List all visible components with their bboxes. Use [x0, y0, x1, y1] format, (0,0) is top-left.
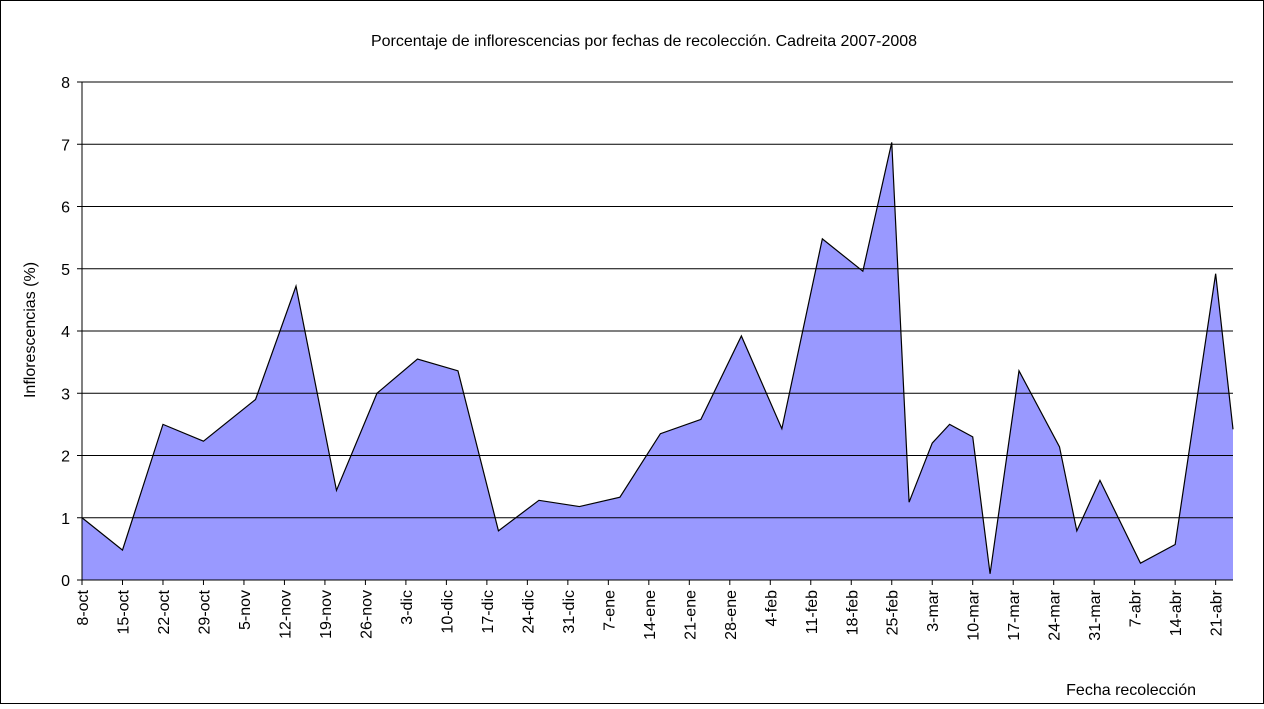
x-tick-label: 31-dic	[561, 590, 578, 634]
area-line	[81, 142, 1234, 574]
y-tick-label: 0	[61, 573, 70, 590]
y-tick-label: 1	[61, 511, 70, 528]
x-tick-label: 4-feb	[763, 590, 780, 627]
area-fill	[82, 142, 1233, 580]
x-tick-label: 24-dic	[520, 590, 537, 634]
x-tick-label: 14-abr	[1168, 589, 1185, 636]
x-tick-label: 5-nov	[237, 590, 254, 630]
y-tick-label: 6	[61, 200, 70, 217]
x-tick-label: 26-nov	[358, 590, 375, 639]
x-tick-label: 11-feb	[804, 590, 821, 634]
y-axis-title: Inflorescencias (%)	[22, 262, 39, 398]
x-tick-label: 8-oct	[75, 589, 92, 625]
x-tick-label: 25-feb	[885, 590, 902, 635]
y-tick-label: 4	[61, 324, 70, 341]
x-tick-label: 22-oct	[156, 589, 173, 634]
x-tick-label: 24-mar	[1047, 589, 1064, 640]
y-tick-label: 8	[61, 75, 70, 92]
x-tick-label: 21-abr	[1209, 589, 1226, 636]
x-tick-label: 10-dic	[439, 590, 456, 634]
chart-title: Porcentaje de inflorescencias por fechas…	[371, 33, 917, 50]
x-tick-label: 17-dic	[480, 590, 497, 634]
x-tick-label: 28-ene	[723, 590, 740, 640]
y-tick-label: 2	[61, 449, 70, 466]
x-tick-label: 17-mar	[1006, 589, 1023, 640]
y-tick-label: 5	[61, 262, 70, 279]
x-tick-label: 7-ene	[601, 590, 618, 631]
x-tick-label: 31-mar	[1087, 589, 1104, 640]
x-tick-label: 12-nov	[277, 590, 294, 639]
x-tick-label: 18-feb	[844, 590, 861, 635]
x-tick-label: 21-ene	[682, 590, 699, 640]
x-tick-label: 14-ene	[642, 590, 659, 640]
x-tick-label: 3-dic	[399, 590, 416, 625]
x-tick-label: 15-oct	[115, 589, 132, 634]
x-tick-label: 10-mar	[966, 589, 983, 640]
y-tick-label: 7	[61, 137, 70, 154]
x-tick-label: 3-mar	[925, 589, 942, 631]
x-tick-label: 19-nov	[318, 590, 335, 639]
x-axis-title: Fecha recolección	[1066, 682, 1196, 699]
x-tick-label: 7-abr	[1128, 589, 1145, 627]
x-tick-label: 29-oct	[196, 589, 213, 634]
y-tick-label: 3	[61, 386, 70, 403]
